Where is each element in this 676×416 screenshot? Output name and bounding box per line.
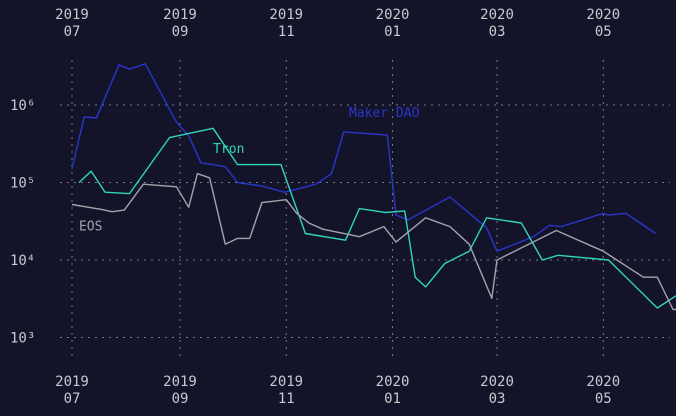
x-tick-month-bottom-1: 09: [172, 391, 189, 407]
x-tick-year-top-1: 2019: [163, 7, 197, 23]
x-tick-label-bottom-3: 2020 01: [376, 374, 410, 407]
x-tick-month-top-2: 11: [278, 24, 295, 40]
x-tick-label-bottom-2: 2019 11: [269, 374, 303, 407]
series-label-maker-dao: Maker DAO: [349, 106, 420, 121]
y-tick-label-3: 10⁶: [10, 98, 35, 114]
x-tick-year-bottom-2: 2019: [269, 374, 303, 390]
x-tick-year-top-4: 2020: [480, 7, 514, 23]
x-tick-label-bottom-0: 2019 07: [55, 374, 89, 407]
series-labels: Maker DAO Tron EOS: [79, 106, 420, 235]
series-line-maker-dao: [71, 63, 656, 252]
x-tick-label-top-2: 2019 11: [269, 7, 303, 40]
series-label-eos: EOS: [79, 220, 102, 235]
x-tick-month-bottom-5: 05: [595, 391, 612, 407]
x-tick-label-bottom-1: 2019 09: [163, 374, 197, 407]
x-tick-month-bottom-3: 01: [384, 391, 401, 407]
y-axis-ticks: 10³ 10⁴ 10⁵ 10⁶: [10, 98, 35, 347]
x-tick-month-bottom-0: 07: [64, 391, 81, 407]
x-tick-month-top-3: 01: [384, 24, 401, 40]
x-tick-year-bottom-5: 2020: [586, 374, 620, 390]
y-tick-label-2: 10⁵: [10, 176, 35, 192]
series-label-tron: Tron: [213, 142, 244, 157]
series-line-tron: [78, 127, 676, 309]
x-tick-label-top-1: 2019 09: [163, 7, 197, 40]
x-tick-year-bottom-0: 2019: [55, 374, 89, 390]
x-tick-label-top-5: 2020 05: [586, 7, 620, 40]
x-tick-year-top-0: 2019: [55, 7, 89, 23]
x-tick-label-top-0: 2019 07: [55, 7, 89, 40]
x-tick-year-top-3: 2020: [376, 7, 410, 23]
x-tick-year-top-5: 2020: [586, 7, 620, 23]
y-tick-label-1: 10⁴: [10, 253, 35, 269]
series-lines: [71, 63, 676, 311]
x-tick-label-top-3: 2020 01: [376, 7, 410, 40]
series-line-eos: [71, 172, 676, 311]
x-tick-month-top-4: 03: [489, 24, 506, 40]
x-tick-year-top-2: 2019: [269, 7, 303, 23]
x-tick-year-bottom-1: 2019: [163, 374, 197, 390]
vertical-gridlines: [71, 60, 604, 356]
x-tick-year-bottom-3: 2020: [376, 374, 410, 390]
x-tick-month-top-1: 09: [172, 24, 189, 40]
x-tick-year-bottom-4: 2020: [480, 374, 514, 390]
x-tick-month-bottom-2: 11: [278, 391, 295, 407]
x-tick-month-top-5: 05: [595, 24, 612, 40]
x-tick-label-bottom-4: 2020 03: [480, 374, 514, 407]
y-tick-label-0: 10³: [10, 331, 35, 347]
x-tick-label-top-4: 2020 03: [480, 7, 514, 40]
x-tick-label-bottom-5: 2020 05: [586, 374, 620, 407]
x-tick-month-top-0: 07: [64, 24, 81, 40]
x-tick-month-bottom-4: 03: [489, 391, 506, 407]
